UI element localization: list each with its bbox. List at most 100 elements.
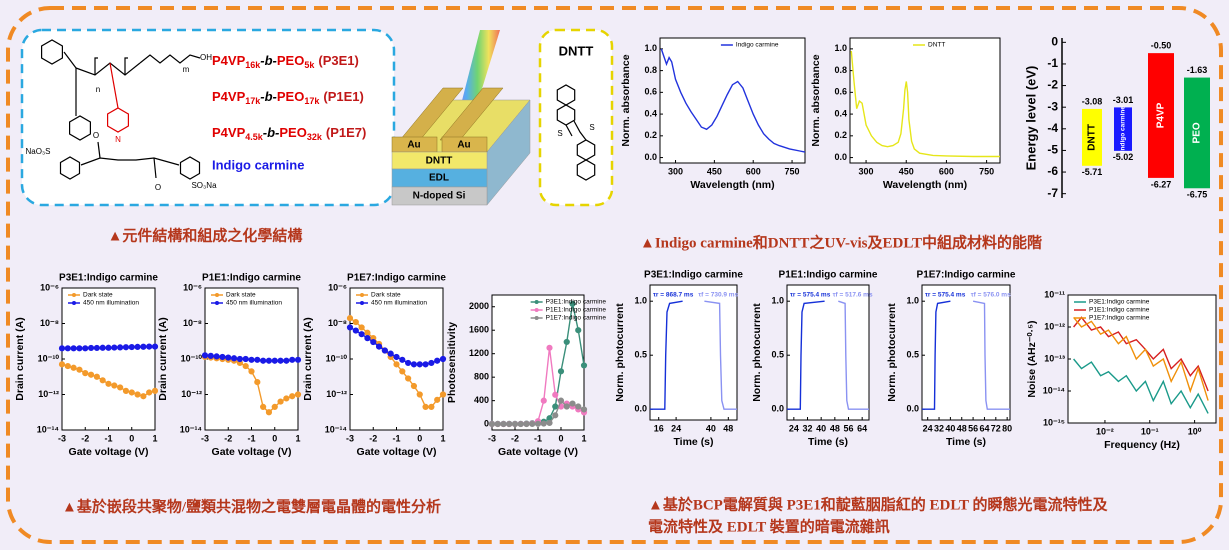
value-label: -3.08 bbox=[1082, 96, 1103, 106]
data-point bbox=[558, 398, 563, 403]
legend-label: Dark state bbox=[83, 292, 113, 299]
annotation: τr = 575.4 ms bbox=[790, 292, 831, 299]
value-label: -5.71 bbox=[1082, 167, 1103, 177]
data-point bbox=[423, 362, 428, 367]
x-axis-label: Gate voltage (V) bbox=[212, 446, 292, 458]
data-point bbox=[558, 369, 563, 374]
plot-frame bbox=[650, 285, 737, 420]
x-tick-label: -1 bbox=[247, 433, 255, 443]
x-tick-label: 10⁻¹ bbox=[1141, 426, 1159, 436]
data-point bbox=[65, 346, 70, 351]
plot-frame bbox=[787, 285, 869, 420]
data-point bbox=[295, 392, 300, 397]
data-point bbox=[255, 357, 260, 362]
y-tick-label: -1 bbox=[1047, 56, 1058, 70]
x-tick-label: 16 bbox=[654, 423, 664, 433]
data-point bbox=[278, 399, 283, 404]
atom-label: m bbox=[183, 65, 190, 74]
data-point bbox=[411, 383, 416, 388]
y-tick-label: 0.6 bbox=[644, 87, 657, 97]
x-tick-label: 40 bbox=[816, 423, 826, 433]
data-point bbox=[88, 345, 93, 350]
data-point bbox=[100, 378, 105, 383]
x-axis-label: Wavelength (nm) bbox=[883, 179, 967, 191]
y-tick-label: 10⁻¹⁴ bbox=[180, 424, 202, 434]
x-axis-label: Gate voltage (V) bbox=[498, 446, 578, 458]
legend-label: Indigo carmine bbox=[736, 42, 779, 49]
x-tick-label: 0 bbox=[129, 433, 134, 443]
data-point bbox=[400, 357, 405, 362]
data-point bbox=[435, 397, 440, 402]
x-tick-label: 600 bbox=[939, 166, 954, 176]
legend-marker bbox=[535, 316, 539, 320]
data-point bbox=[507, 421, 512, 426]
x-tick-label: 1 bbox=[581, 433, 586, 443]
figure: OHnmNNaO₃SSO₃NaOOP4VP16k-b-PEO5k(P3E1)P4… bbox=[0, 0, 1229, 550]
data-point bbox=[423, 404, 428, 409]
data-point bbox=[553, 392, 558, 397]
atom-label: O bbox=[93, 131, 99, 140]
atom-label: S bbox=[557, 129, 562, 138]
data-point bbox=[581, 407, 586, 412]
y-tick-label: 1.0 bbox=[771, 296, 784, 306]
data-point bbox=[365, 330, 370, 335]
caption: ▲基於BCP電解質與 P3E1和靛藍胭脂紅的 EDLT 的瞬態光電流特性及 bbox=[648, 495, 1108, 513]
y-axis-label: Norm. photocurrent bbox=[614, 303, 626, 402]
polymer-sub: 17k bbox=[245, 96, 261, 106]
data-point bbox=[553, 413, 558, 418]
data-point bbox=[530, 421, 535, 426]
data-point bbox=[266, 358, 271, 363]
data-point bbox=[541, 421, 546, 426]
y-tick-label: 1600 bbox=[469, 325, 489, 335]
y-tick-label: 0.0 bbox=[771, 404, 784, 414]
y-tick-label: 1.0 bbox=[834, 43, 847, 53]
plot-frame bbox=[62, 288, 155, 430]
x-tick-label: -3 bbox=[488, 433, 496, 443]
data-point bbox=[243, 356, 248, 361]
y-tick-label: 10⁻¹⁴ bbox=[1043, 385, 1065, 395]
layer-label: DNTT bbox=[426, 156, 453, 167]
x-tick-label: -2 bbox=[81, 433, 89, 443]
value-label: -6.75 bbox=[1187, 190, 1208, 200]
y-tick-label: -2 bbox=[1047, 78, 1058, 92]
data-point bbox=[576, 328, 581, 333]
value-label: -1.63 bbox=[1187, 65, 1208, 75]
polymer-code: (P3E1) bbox=[318, 53, 358, 68]
data-point bbox=[359, 332, 364, 337]
y-tick-label: 10⁻¹⁰ bbox=[181, 353, 203, 363]
legend-label: DNTT bbox=[928, 42, 945, 49]
data-point bbox=[135, 392, 140, 397]
legend-label: 450 nm illumination bbox=[371, 300, 427, 307]
data-point bbox=[406, 376, 411, 381]
y-axis-label: Norm. absorbance bbox=[810, 54, 822, 146]
data-point bbox=[77, 367, 82, 372]
data-point bbox=[284, 396, 289, 401]
x-tick-label: 0 bbox=[417, 433, 422, 443]
x-tick-label: 1 bbox=[152, 433, 157, 443]
data-point bbox=[231, 356, 236, 361]
x-tick-label: 40 bbox=[706, 423, 716, 433]
data-point bbox=[106, 345, 111, 350]
value-label: -6.27 bbox=[1151, 179, 1172, 189]
y-tick-label: 10⁻¹² bbox=[1044, 321, 1065, 331]
molecule-title: DNTT bbox=[559, 43, 594, 58]
y-tick-label: 10⁻¹⁰ bbox=[38, 353, 60, 363]
y-tick-label: -5 bbox=[1047, 143, 1058, 157]
y-axis-label: Drain current (A) bbox=[302, 317, 314, 400]
x-tick-label: 56 bbox=[968, 423, 978, 433]
legend-marker bbox=[215, 293, 219, 297]
annotation: τf = 517.6 ms bbox=[833, 292, 873, 299]
x-tick-label: 0 bbox=[272, 433, 277, 443]
x-tick-label: 10⁻² bbox=[1096, 426, 1114, 436]
value-label: -3.01 bbox=[1113, 95, 1134, 105]
polymer-name: P4VP bbox=[212, 53, 246, 68]
x-tick-label: -1 bbox=[534, 433, 542, 443]
legend-marker bbox=[72, 293, 76, 297]
data-point bbox=[106, 381, 111, 386]
category-label: P4VP bbox=[1156, 102, 1167, 128]
data-point bbox=[129, 390, 134, 395]
polymer-block: PEO bbox=[277, 89, 304, 104]
legend-label: 450 nm illumination bbox=[83, 300, 139, 307]
data-point bbox=[118, 345, 123, 350]
x-tick-label: 56 bbox=[843, 423, 853, 433]
